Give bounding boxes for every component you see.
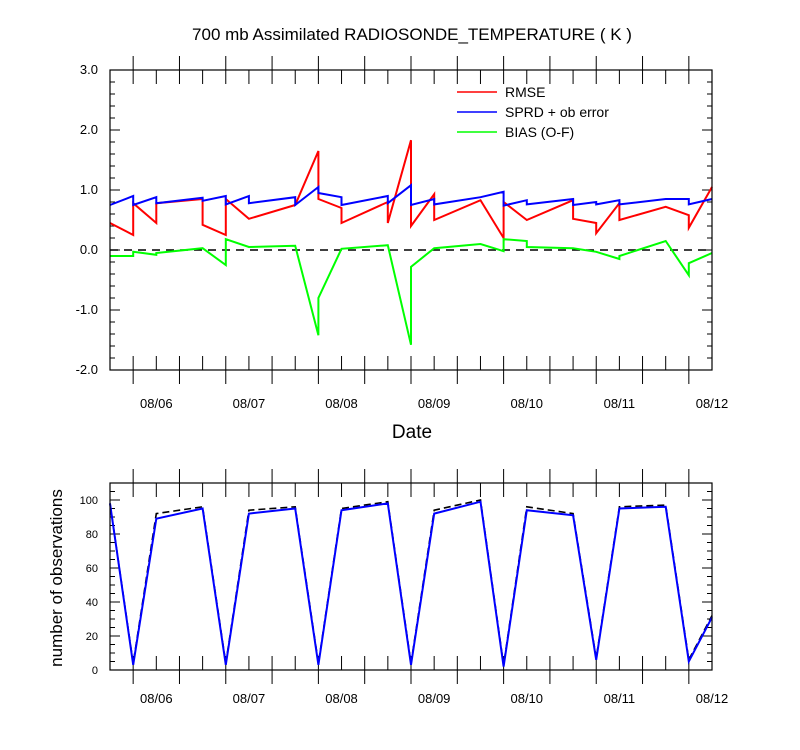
- x-tick-label: 08/11: [604, 691, 636, 706]
- top-plot-frame: [109, 69, 713, 371]
- y-tick-label: 0: [92, 665, 98, 677]
- y-tick-label: 80: [86, 529, 98, 541]
- bottom-series-group: [109, 499, 713, 667]
- top-series-group: [109, 139, 713, 346]
- x-tick-label: 08/08: [325, 396, 358, 411]
- y-tick-label: 60: [86, 563, 98, 575]
- legend-label-sprd: SPRD + ob error: [505, 104, 609, 120]
- series-line-observations-dashed: [109, 499, 713, 666]
- y-tick-label: 20: [86, 631, 98, 643]
- y-tick-label: 100: [80, 495, 98, 507]
- y-tick-label: 3.0: [80, 62, 98, 77]
- bottom-y-tick-labels: 0 20 40 60 80 100: [80, 495, 98, 677]
- top-axis-ticks: [109, 56, 713, 384]
- y-tick-label: 0.0: [80, 242, 98, 257]
- x-tick-label: 08/09: [418, 691, 451, 706]
- y-axis-label-observations: number of observations: [47, 489, 66, 667]
- legend: RMSE SPRD + ob error BIAS (O-F): [457, 84, 609, 140]
- y-tick-label: -2.0: [76, 362, 98, 377]
- y-tick-label: 1.0: [80, 182, 98, 197]
- top-x-tick-labels: 08/06 08/07 08/08 08/09 08/10 08/11 08/12: [140, 396, 728, 411]
- legend-label-rmse: RMSE: [505, 84, 545, 100]
- bottom-plot-frame: [109, 482, 713, 671]
- x-tick-label: 08/07: [233, 691, 266, 706]
- x-tick-label: 08/06: [140, 396, 173, 411]
- legend-label-bias: BIAS (O-F): [505, 124, 574, 140]
- top-y-tick-labels: -2.0 -1.0 0.0 1.0 2.0 3.0: [76, 62, 98, 377]
- x-tick-label: 08/10: [510, 396, 543, 411]
- x-tick-label: 08/07: [233, 396, 266, 411]
- bottom-x-tick-labels: 08/06 08/07 08/08 08/09 08/10 08/11 08/12: [140, 691, 728, 706]
- chart-title: 700 mb Assimilated RADIOSONDE_TEMPERATUR…: [192, 25, 632, 44]
- y-tick-label: 40: [86, 597, 98, 609]
- bottom-axis-ticks: [109, 469, 713, 684]
- x-tick-label: 08/11: [604, 396, 636, 411]
- x-tick-label: 08/08: [325, 691, 358, 706]
- series-line-bias-o-f: [110, 237, 713, 346]
- x-tick-label: 08/09: [418, 396, 451, 411]
- y-tick-label: -1.0: [76, 302, 98, 317]
- x-tick-label: 08/10: [510, 691, 543, 706]
- series-line-observations-solid: [109, 500, 713, 667]
- x-tick-label: 08/12: [696, 396, 729, 411]
- y-tick-label: 2.0: [80, 122, 98, 137]
- x-tick-label: 08/06: [140, 691, 173, 706]
- x-tick-label: 08/12: [696, 691, 729, 706]
- series-line-rmse: [109, 139, 713, 242]
- x-axis-label: Date: [392, 422, 432, 443]
- series-line-sprd-ob-error: [109, 183, 713, 208]
